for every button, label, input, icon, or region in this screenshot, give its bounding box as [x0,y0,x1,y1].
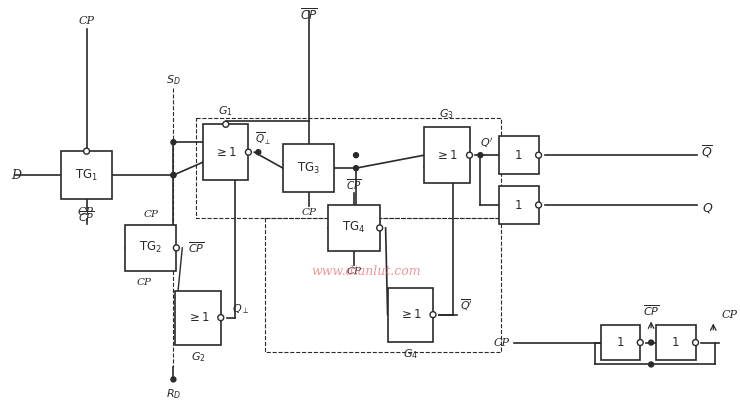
Text: www.dianlut.com: www.dianlut.com [311,265,420,278]
Circle shape [649,362,653,367]
Text: CP: CP [722,310,737,320]
Text: $R_D$: $R_D$ [166,387,181,401]
Text: $\overline{CP}$: $\overline{CP}$ [346,178,362,192]
Circle shape [246,149,252,155]
Text: $\geq$1: $\geq$1 [215,146,237,159]
Circle shape [430,312,436,318]
Text: CP: CP [137,278,152,287]
Bar [424,127,469,183]
Circle shape [173,245,179,251]
Text: $G_3$: $G_3$ [440,107,454,121]
Circle shape [171,173,176,178]
Bar [388,288,433,342]
Circle shape [649,340,653,345]
Text: $\overline{CP}$: $\overline{CP}$ [643,303,659,318]
Bar [499,136,539,174]
Text: $Q'$: $Q'$ [480,136,494,150]
Text: 1: 1 [672,336,679,349]
Bar [125,225,176,271]
Circle shape [223,121,229,127]
Text: $\overline{CP}$: $\overline{CP}$ [188,240,205,255]
Text: $S_D$: $S_D$ [166,74,181,87]
Text: D: D [12,169,21,182]
Text: CP: CP [144,211,158,219]
Text: CP: CP [301,209,316,218]
Circle shape [637,339,643,346]
Text: $\geq$1: $\geq$1 [186,311,209,324]
Text: $\overline{Q}^{\prime}$: $\overline{Q}^{\prime}$ [460,298,473,313]
Text: CP: CP [78,207,93,217]
Text: CP: CP [494,337,510,348]
Circle shape [171,140,176,145]
Circle shape [354,153,358,158]
Circle shape [84,148,90,154]
Circle shape [693,339,699,346]
Text: $\geq$1: $\geq$1 [399,308,422,321]
Text: $\overline{CP}$: $\overline{CP}$ [78,210,95,224]
Circle shape [466,152,472,158]
Text: 1: 1 [515,149,522,161]
Circle shape [536,202,542,208]
Text: TG$_1$: TG$_1$ [75,168,98,183]
Text: $G_1$: $G_1$ [218,104,233,118]
Bar [203,124,249,180]
Text: 1: 1 [616,336,625,349]
Text: TG$_3$: TG$_3$ [297,161,320,176]
Text: $G_2$: $G_2$ [191,351,206,364]
Bar [656,325,696,361]
Text: TG$_4$: TG$_4$ [343,221,366,235]
Circle shape [354,166,358,171]
Text: $\overline{Q}_\perp$: $\overline{Q}_\perp$ [255,131,272,147]
Bar [499,186,539,224]
Circle shape [171,377,176,382]
Bar [175,291,221,344]
Text: CP: CP [346,267,362,276]
Bar [601,325,640,361]
Text: $Q$: $Q$ [702,201,714,215]
Circle shape [256,150,260,155]
Bar [61,151,112,199]
Text: 1: 1 [515,199,522,211]
Circle shape [218,315,223,320]
Text: $G_4$: $G_4$ [403,348,418,361]
Text: TG$_2$: TG$_2$ [139,240,162,255]
Text: CP: CP [78,16,95,26]
Text: $Q_\perp$: $Q_\perp$ [232,302,249,316]
Text: $\overline{CP}$: $\overline{CP}$ [300,8,317,24]
Bar [283,144,334,192]
Circle shape [377,225,383,231]
Circle shape [171,173,176,178]
Text: $\geq$1: $\geq$1 [435,149,458,161]
Circle shape [536,152,542,158]
Text: $\overline{Q}$: $\overline{Q}$ [702,144,713,160]
Circle shape [478,153,482,158]
Bar [329,205,380,251]
